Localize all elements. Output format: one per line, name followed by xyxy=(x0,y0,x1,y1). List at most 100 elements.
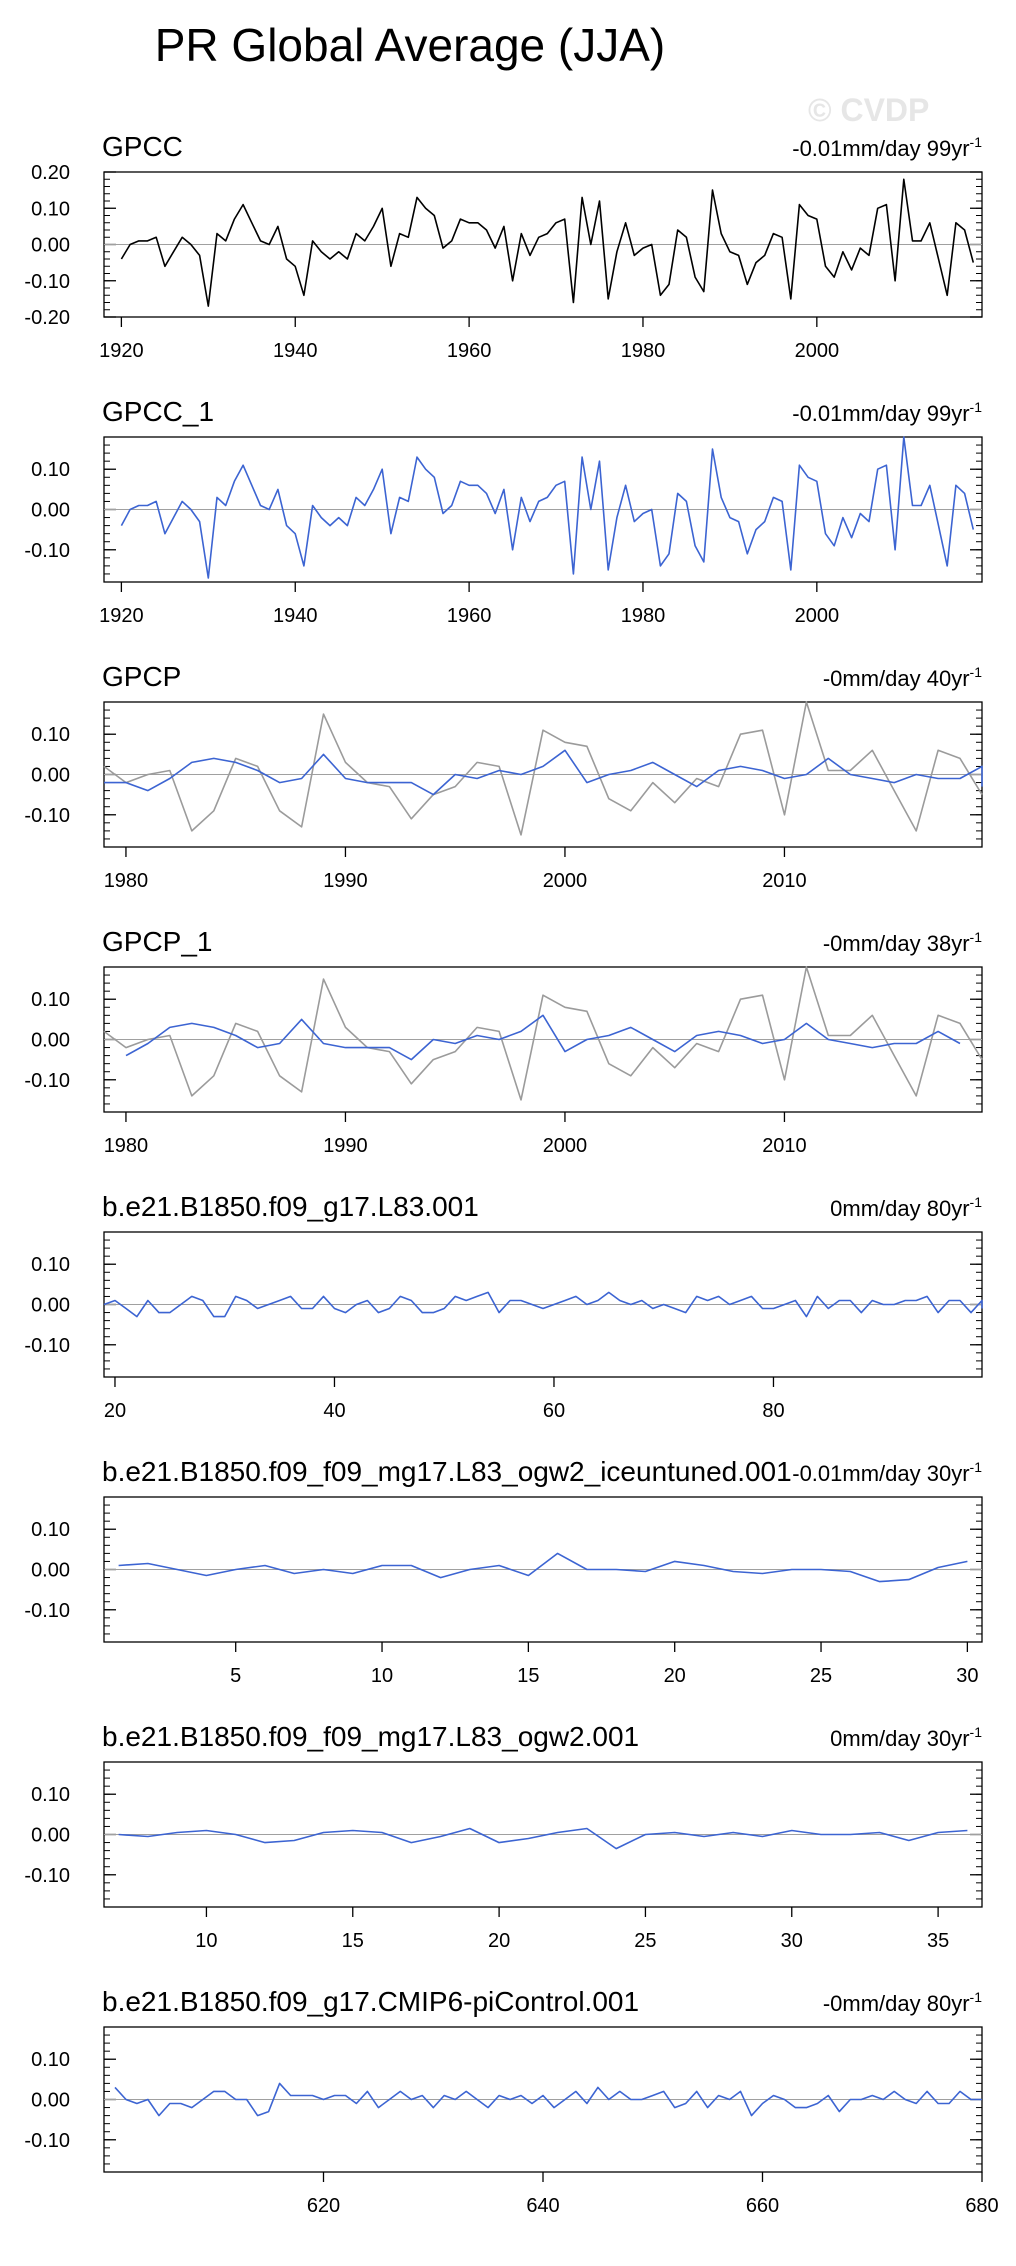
x-tick-label: 1980 xyxy=(104,870,149,892)
x-tick-label: 680 xyxy=(965,2195,998,2217)
trend-annotation: 0mm/day 30yr-1 xyxy=(830,1724,982,1751)
x-tick-label: 10 xyxy=(195,1930,217,1952)
y-tick-label: 0.20 xyxy=(31,162,70,184)
chart-title: GPCC xyxy=(102,131,183,162)
x-tick-label: 2010 xyxy=(762,870,807,892)
x-tick-label: 1990 xyxy=(323,1135,368,1157)
x-tick-label: 15 xyxy=(517,1665,539,1687)
x-tick-label: 80 xyxy=(762,1400,784,1422)
y-tick-label: 0.00 xyxy=(31,2090,70,2112)
x-tick-label: 15 xyxy=(342,1930,364,1952)
y-tick-label: 0.00 xyxy=(31,1560,70,1582)
x-tick-label: 1920 xyxy=(99,340,144,362)
series-line-1 xyxy=(103,1291,983,1318)
x-tick-label: 35 xyxy=(927,1930,949,1952)
x-tick-label: 30 xyxy=(781,1930,803,1952)
chart-panel-6: b.e21.B1850.f09_f09_mg17.L83_ogw2_iceunt… xyxy=(24,1456,983,1687)
x-tick-label: 25 xyxy=(810,1665,832,1687)
chart-panel-8: b.e21.B1850.f09_g17.CMIP6-piControl.001 -… xyxy=(24,1986,998,2217)
x-tick-label: 20 xyxy=(488,1930,510,1952)
chart-panel-1: GPCC -0.01mm/day 99yr-1 -0.20 -0.10 0.00 0.10… xyxy=(24,131,983,362)
x-tick-label: 5 xyxy=(230,1665,241,1687)
chart-title: b.e21.B1850.f09_g17.CMIP6-piControl.001 xyxy=(102,1986,639,2017)
y-tick-label: -0.10 xyxy=(24,1070,70,1092)
y-tick-label: -0.10 xyxy=(24,1865,70,1887)
x-tick-label: 20 xyxy=(104,1400,126,1422)
chart-title: b.e21.B1850.f09_f09_mg17.L83_ogw2.001 xyxy=(102,1721,639,1752)
trend-annotation: -0.01mm/day 30yr-1 xyxy=(792,1459,982,1486)
y-tick-label: -0.10 xyxy=(24,540,70,562)
x-tick-label: 1940 xyxy=(273,605,318,627)
y-tick-label: 0.10 xyxy=(31,989,70,1011)
y-tick-label: -0.10 xyxy=(24,1600,70,1622)
y-tick-label: 0.10 xyxy=(31,198,70,220)
x-tick-label: 1980 xyxy=(621,605,666,627)
trend-annotation: -0mm/day 80yr-1 xyxy=(823,1989,982,2016)
chart-panel-7: b.e21.B1850.f09_f09_mg17.L83_ogw2.001 0mm… xyxy=(24,1721,983,1952)
x-tick-label: 30 xyxy=(956,1665,978,1687)
watermark: © CVDP xyxy=(808,92,930,128)
y-tick-label: 0.00 xyxy=(31,765,70,787)
x-tick-label: 640 xyxy=(526,2195,559,2217)
chart-title: GPCP_1 xyxy=(102,926,213,957)
x-tick-label: 1920 xyxy=(99,605,144,627)
x-tick-label: 660 xyxy=(746,2195,779,2217)
y-tick-label: 0.00 xyxy=(31,1295,70,1317)
y-tick-label: -0.10 xyxy=(24,271,70,293)
page-title: PR Global Average (JJA) xyxy=(154,19,666,71)
chart-panel-2: GPCC_1 -0.01mm/day 99yr-1 -0.10 0.00 0.10 192… xyxy=(24,396,983,627)
series-line-1 xyxy=(118,1552,968,1583)
chart-panel-5: b.e21.B1850.f09_g17.L83.001 0mm/day 80yr-… xyxy=(24,1191,983,1422)
x-tick-label: 1940 xyxy=(273,340,318,362)
x-tick-label: 10 xyxy=(371,1665,393,1687)
series-line-1 xyxy=(120,436,975,579)
x-tick-label: 1960 xyxy=(447,340,492,362)
y-tick-label: 0.10 xyxy=(31,724,70,746)
series-line-1 xyxy=(118,1827,968,1850)
x-tick-label: 620 xyxy=(307,2195,340,2217)
x-tick-label: 1980 xyxy=(621,340,666,362)
chart-panel-4: GPCP_1 -0mm/day 38yr-1 -0.10 0.00 0.10 1980 19… xyxy=(24,926,983,1157)
chart-panel-3: GPCP -0mm/day 40yr-1 -0.10 0.00 0.10 1980 1990… xyxy=(24,661,983,892)
x-tick-label: 1980 xyxy=(104,1135,149,1157)
y-tick-label: 0.00 xyxy=(31,1030,70,1052)
trend-annotation: -0.01mm/day 99yr-1 xyxy=(792,134,982,161)
trend-annotation: -0mm/day 40yr-1 xyxy=(823,664,982,691)
y-tick-label: 0.10 xyxy=(31,1784,70,1806)
series-line-1 xyxy=(114,2082,982,2117)
chart-title: b.e21.B1850.f09_f09_mg17.L83_ogw2_iceunt… xyxy=(102,1456,792,1487)
chart-title: b.e21.B1850.f09_g17.L83.001 xyxy=(102,1191,479,1222)
y-tick-label: -0.10 xyxy=(24,805,70,827)
chart-title: GPCP xyxy=(102,661,181,692)
y-tick-label: 0.00 xyxy=(31,235,70,257)
series-line-1 xyxy=(120,178,975,307)
x-tick-label: 2000 xyxy=(543,870,588,892)
x-tick-label: 2000 xyxy=(795,605,840,627)
chart-title: GPCC_1 xyxy=(102,396,214,427)
y-tick-label: 0.00 xyxy=(31,1825,70,1847)
x-tick-label: 25 xyxy=(634,1930,656,1952)
y-tick-label: 0.10 xyxy=(31,2049,70,2071)
series-line-2 xyxy=(104,749,983,796)
series-line-1 xyxy=(103,966,983,1101)
y-tick-label: 0.10 xyxy=(31,459,70,481)
y-tick-label: 0.00 xyxy=(31,500,70,522)
y-tick-label: -0.10 xyxy=(24,1335,70,1357)
y-tick-label: 0.10 xyxy=(31,1254,70,1276)
x-tick-label: 1990 xyxy=(323,870,368,892)
x-tick-label: 20 xyxy=(664,1665,686,1687)
x-tick-label: 2010 xyxy=(762,1135,807,1157)
y-tick-label: -0.10 xyxy=(24,2130,70,2152)
series-line-1 xyxy=(103,701,983,836)
trend-annotation: -0.01mm/day 99yr-1 xyxy=(792,399,982,426)
y-tick-label: 0.10 xyxy=(31,1519,70,1541)
y-tick-label: -0.20 xyxy=(24,307,70,329)
series-line-2 xyxy=(125,1014,961,1061)
x-tick-label: 40 xyxy=(323,1400,345,1422)
x-tick-label: 1960 xyxy=(447,605,492,627)
trend-annotation: -0mm/day 38yr-1 xyxy=(823,929,982,956)
x-tick-label: 60 xyxy=(543,1400,565,1422)
trend-annotation: 0mm/day 80yr-1 xyxy=(830,1194,982,1221)
